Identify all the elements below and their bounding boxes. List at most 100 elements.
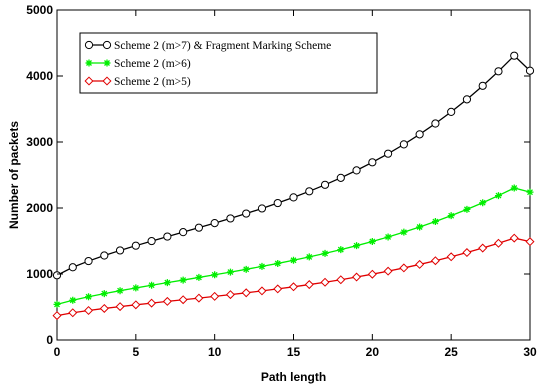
data-point [132, 284, 140, 292]
data-point [242, 265, 250, 273]
legend: Scheme 2 (m>7) & Fragment Marking Scheme… [79, 32, 378, 94]
legend-marker [84, 76, 94, 86]
data-point [226, 214, 235, 223]
data-point [384, 233, 392, 241]
data-point [194, 223, 203, 232]
legend-marker [103, 59, 111, 67]
series-3 [52, 233, 535, 321]
y-tick-label: 5000 [26, 3, 53, 17]
data-point [210, 219, 219, 228]
data-point [415, 130, 424, 139]
data-point [258, 262, 266, 270]
data-point [336, 275, 346, 285]
series-layer [52, 51, 535, 321]
data-point [510, 184, 518, 192]
data-point [257, 204, 267, 213]
data-point [115, 246, 125, 255]
data-point [68, 263, 77, 272]
legend-label: Scheme 2 (m>5) [114, 76, 191, 88]
data-point [320, 277, 330, 287]
data-point [525, 66, 535, 75]
legend-item: Scheme 2 (m>5) [84, 76, 191, 88]
data-point [368, 158, 377, 167]
series-line [56, 237, 531, 317]
data-point [431, 218, 439, 226]
data-point [321, 249, 329, 257]
data-point [305, 253, 313, 261]
data-point [399, 263, 409, 273]
data-point [368, 237, 376, 245]
data-point [305, 187, 314, 196]
data-point [53, 300, 61, 308]
data-point [84, 256, 93, 266]
legend-item: Scheme 2 (m>7) & Fragment Marking Scheme [84, 40, 331, 52]
data-point [274, 259, 282, 267]
data-point [115, 302, 125, 312]
data-point [304, 280, 314, 290]
series-1 [52, 51, 535, 280]
data-point [399, 140, 408, 149]
legend-label: Scheme 2 (m>6) [114, 58, 191, 70]
data-point [384, 149, 393, 158]
y-tick-label: 3000 [26, 135, 53, 149]
data-point [510, 51, 519, 60]
data-point [52, 311, 62, 321]
x-tick-label: 30 [523, 345, 537, 359]
x-tick-label: 10 [208, 345, 222, 359]
data-point [416, 223, 424, 231]
data-point [163, 279, 171, 287]
data-point [195, 273, 203, 281]
data-point [509, 233, 519, 243]
data-point [257, 286, 267, 296]
legend-label: Scheme 2 (m>7) & Fragment Marking Scheme [114, 40, 331, 52]
data-point [148, 281, 156, 289]
data-point [288, 282, 299, 292]
legend-item: Scheme 2 (m>6) [85, 58, 191, 70]
data-point [289, 193, 298, 202]
data-point [100, 290, 108, 298]
data-point [367, 269, 377, 279]
data-point [479, 199, 487, 207]
x-tick-label: 20 [366, 345, 380, 359]
data-point [178, 295, 188, 305]
data-point [337, 246, 345, 254]
data-point [353, 242, 361, 250]
series-2 [53, 184, 534, 308]
data-point [447, 107, 456, 117]
data-point [352, 272, 362, 282]
legend-marker [102, 76, 112, 86]
legend-marker [102, 40, 112, 50]
data-point [478, 243, 488, 253]
x-tick-label: 15 [287, 345, 301, 359]
x-axis-title: Path length [261, 370, 326, 384]
y-axis-title: Number of packets [7, 121, 21, 229]
data-point [493, 238, 503, 248]
data-point [431, 119, 440, 128]
data-point [210, 291, 220, 301]
data-point [290, 256, 297, 264]
data-point [462, 95, 472, 104]
data-point [383, 266, 393, 276]
data-point [494, 67, 503, 76]
data-point [211, 271, 219, 279]
legend-marker [85, 59, 93, 67]
data-point [273, 284, 283, 294]
x-tick-label: 0 [54, 345, 61, 359]
data-point [463, 205, 471, 213]
legend-marker [84, 40, 94, 50]
data-point [225, 290, 235, 300]
data-point [100, 251, 109, 260]
data-point [462, 248, 472, 258]
data-point [226, 268, 234, 276]
legend-box [79, 32, 378, 94]
tick-layer: 0 5 10 15 20 25 30 0 1000 2000 3000 4000 5000 [26, 3, 537, 359]
data-point [526, 188, 534, 196]
data-point [320, 180, 330, 189]
data-point [525, 237, 535, 247]
data-point [116, 287, 124, 295]
y-tick-label: 0 [46, 333, 53, 347]
data-point [131, 300, 141, 310]
data-point [131, 241, 140, 250]
data-point [447, 212, 455, 220]
